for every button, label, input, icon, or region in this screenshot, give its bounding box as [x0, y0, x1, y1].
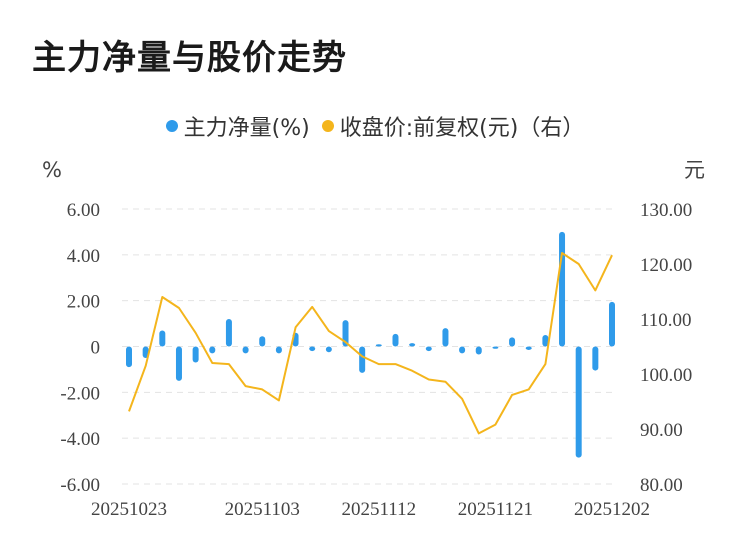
bar-20251023[interactable] — [126, 346, 132, 368]
legend-item-close-price[interactable]: 收盘价:前复权(元)（右） — [321, 110, 585, 142]
legend-label-close-price: 收盘价:前复权(元)（右） — [339, 116, 585, 141]
right-tick-label: 100.00 — [640, 365, 692, 386]
bar-20251107[interactable] — [325, 346, 332, 353]
bar-20251127[interactable] — [559, 231, 566, 347]
bar-20251110[interactable] — [342, 320, 349, 347]
left-tick-label: -4.00 — [60, 429, 100, 450]
bar-20251125[interactable] — [525, 346, 532, 350]
bar-20251114[interactable] — [409, 343, 416, 347]
left-axis-unit: % — [42, 158, 62, 182]
chart-title: 主力净量与股价走势 — [32, 38, 347, 78]
bar-20251113[interactable] — [392, 333, 399, 347]
bar-20251031[interactable] — [225, 319, 232, 347]
left-tick-label: 6.00 — [67, 200, 100, 221]
bar-20251111[interactable] — [359, 346, 366, 373]
bar-20251126[interactable] — [542, 335, 549, 347]
right-tick-label: 120.00 — [640, 255, 692, 276]
legend-dot-close-price — [321, 120, 334, 132]
bar-20251121[interactable] — [492, 346, 499, 349]
left-tick-label: -2.00 — [60, 383, 100, 404]
bar-20251103[interactable] — [259, 336, 266, 347]
bar-20251124[interactable] — [509, 337, 516, 347]
bar-20251201[interactable] — [592, 346, 599, 371]
bar-20251117[interactable] — [425, 346, 432, 352]
bar-20251027[interactable] — [159, 330, 166, 347]
bar-20251202[interactable] — [609, 301, 615, 347]
left-tick-label: 4.00 — [67, 246, 100, 267]
line-series — [128, 252, 613, 435]
x-tick-label: 20251202 — [574, 499, 650, 520]
bar-20251118[interactable] — [442, 328, 449, 347]
right-tick-label: 110.00 — [640, 310, 692, 331]
bar-20251101[interactable] — [242, 346, 249, 354]
x-tick-label: 20251112 — [342, 499, 417, 520]
bar-20251119[interactable] — [459, 346, 466, 354]
gridlines — [122, 208, 616, 485]
bar-series — [126, 231, 615, 458]
bar-20251106[interactable] — [309, 346, 316, 352]
right-tick-label: 90.00 — [640, 420, 683, 441]
right-axis-unit: 元 — [684, 158, 705, 182]
x-tick-label: 20251023 — [91, 499, 167, 520]
bar-20251112[interactable] — [375, 344, 382, 347]
close-price-line[interactable] — [128, 252, 613, 435]
bar-20251024[interactable] — [142, 346, 149, 358]
bar-20251030[interactable] — [209, 346, 216, 354]
left-tick-label: 2.00 — [67, 292, 100, 313]
left-tick-label: -6.00 — [60, 475, 100, 496]
legend: 主力净量(%) 收盘价:前复权(元)（右） — [0, 110, 750, 142]
x-tick-label: 20251121 — [458, 499, 533, 520]
left-tick-label: 0 — [91, 338, 101, 359]
legend-dot-net-volume — [165, 120, 178, 132]
bar-20251028[interactable] — [175, 346, 182, 381]
right-axis-ticks: 130.00 120.00 110.00 100.00 90.00 80.00 — [640, 200, 692, 496]
x-axis-ticks: 20251023 20251103 20251112 20251121 20251202 — [91, 499, 650, 520]
legend-label-net-volume: 主力净量(%) — [183, 116, 310, 141]
bar-20251120[interactable] — [475, 346, 482, 355]
bar-20251029[interactable] — [192, 346, 199, 363]
left-axis-ticks: 6.00 4.00 2.00 0 -2.00 -4.00 -6.00 — [60, 200, 100, 496]
bar-20251104[interactable] — [275, 346, 282, 354]
legend-item-net-volume[interactable]: 主力净量(%) — [165, 110, 310, 142]
x-tick-label: 20251103 — [225, 499, 300, 520]
right-tick-label: 130.00 — [640, 200, 692, 221]
right-tick-label: 80.00 — [640, 475, 683, 496]
bar-20251128[interactable] — [575, 346, 582, 458]
